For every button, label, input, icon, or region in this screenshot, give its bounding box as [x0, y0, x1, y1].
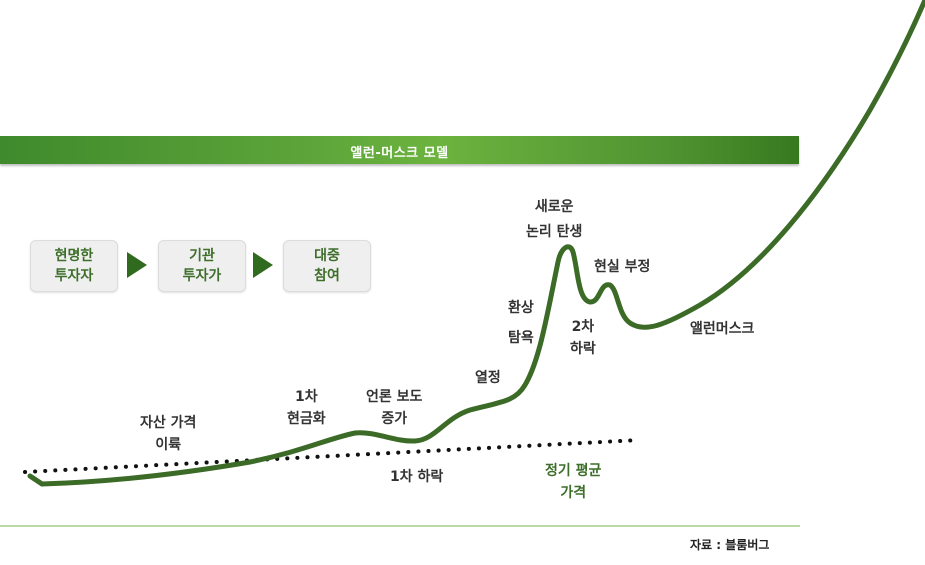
label-media-coverage: 언론 보도 증가 — [366, 386, 422, 430]
label-line: 증가 — [381, 411, 408, 427]
stage-label: 투자가 — [182, 268, 222, 284]
label-new-paradigm: 새로운 논리 탄생 — [526, 195, 582, 245]
label-line: 현금화 — [287, 411, 326, 427]
stage-label: 기관 — [189, 248, 215, 264]
label-line: 탐욕 — [508, 330, 534, 346]
stage-label: 참여 — [314, 268, 340, 284]
stage-label: 투자자 — [54, 268, 94, 284]
label-line: 정기 평균 — [545, 463, 602, 479]
label-denial: 현실 부정 — [594, 259, 651, 275]
label-line: 언론 보도 — [366, 389, 423, 405]
label-line: 환상 — [508, 300, 534, 316]
label-line: 자산 가격 — [140, 415, 197, 431]
arrow-right-icon — [127, 252, 147, 278]
label-fantasy-greed: 환상 탐욕 — [508, 293, 534, 353]
stage-wise-investors: 현명한 투자자 — [30, 240, 118, 292]
label-line: 논리 탄생 — [526, 224, 583, 240]
chart-title: 앨런-머스크 모델 — [350, 146, 449, 161]
stage-public: 대중 참여 — [283, 240, 371, 292]
arrow-right-icon — [253, 252, 273, 278]
label-line: 새로운 — [534, 199, 574, 215]
title-banner: 앨런-머스크 모델 — [0, 136, 799, 164]
stage-label: 현명한 — [54, 248, 94, 264]
source-note: 자료 : 블룸버그 — [690, 538, 770, 552]
mean-price-dotted-line — [23, 438, 642, 474]
label-asset-price-takeoff: 자산 가격 이륙 — [140, 412, 196, 456]
label-second-drop: 2차 하락 — [570, 316, 596, 360]
stage-label: 대중 — [314, 248, 340, 264]
label-mean-price: 정기 평균 가격 — [545, 460, 601, 504]
label-first-drop: 1차 하락 — [390, 469, 444, 485]
label-line: 2차 — [571, 319, 595, 335]
label-musk: 앨런머스크 — [690, 321, 755, 337]
label-line: 가격 — [560, 485, 587, 501]
label-enthusiasm: 열정 — [475, 370, 501, 386]
label-line: 이륙 — [155, 437, 182, 453]
label-first-cash-out: 1차 현금화 — [287, 386, 326, 430]
stage-institutional: 기관 투자가 — [158, 240, 246, 292]
price-curve — [27, 0, 925, 487]
label-line: 1차 — [295, 389, 318, 405]
label-line: 하락 — [570, 341, 596, 357]
footer-divider — [0, 525, 800, 527]
